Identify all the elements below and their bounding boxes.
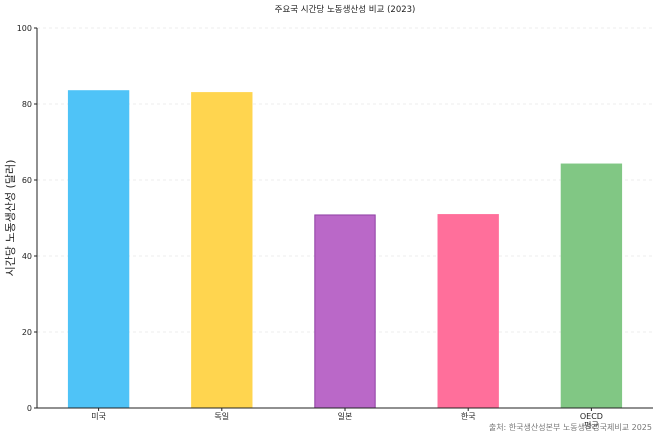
bars: [67, 90, 623, 409]
x-tick-label: 일본: [338, 412, 353, 421]
y-axis-label: 시간당 노동생산성 (달러): [4, 160, 17, 277]
y-axis-ticks: 0 20 40 60 80 100: [17, 24, 37, 413]
x-tick-label: 미국: [91, 412, 106, 421]
bar: [314, 214, 376, 409]
bar: [560, 163, 623, 409]
bar: [191, 92, 253, 409]
source-note: 출처: 한국생산성본부 노동생산성국제비교 2025: [489, 422, 652, 432]
y-tick-label: 100: [17, 24, 32, 33]
x-tick-label: 한국: [461, 412, 476, 421]
x-axis-ticks: 미국 독일 일본 한국 OECD 평균: [91, 408, 603, 430]
y-tick-label: 60: [22, 176, 32, 185]
x-tick-label: 독일: [214, 412, 229, 421]
chart-title: 주요국 시간당 노동생산성 비교 (2023): [275, 4, 416, 15]
bar: [67, 90, 130, 409]
y-tick-label: 40: [22, 252, 32, 261]
x-tick-label: OECD 평균: [580, 412, 603, 430]
y-tick-label: 80: [22, 100, 32, 109]
bar: [437, 214, 499, 409]
y-tick-label: 0: [27, 404, 32, 413]
y-tick-label: 20: [22, 328, 32, 337]
